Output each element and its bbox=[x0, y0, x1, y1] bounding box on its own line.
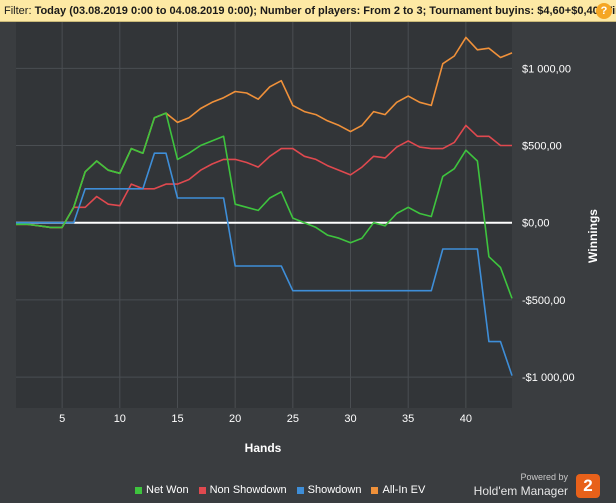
x-tick-label: 35 bbox=[402, 413, 414, 425]
legend-label: Net Won bbox=[146, 484, 189, 496]
legend-item-showdown[interactable]: Showdown bbox=[296, 483, 362, 497]
series-line-non-showdown bbox=[16, 124, 512, 229]
legend-swatch bbox=[296, 486, 304, 494]
filter-text: Today (03.08.2019 0:00 to 04.08.2019 0:0… bbox=[34, 5, 616, 17]
y-tick-label: $0,00 bbox=[522, 218, 550, 230]
brand-name: Hold'em Manager bbox=[473, 484, 568, 498]
x-tick-label: 40 bbox=[460, 413, 472, 425]
y-tick-label: -$500,00 bbox=[522, 295, 565, 307]
holdem-manager-logo-icon: 2 bbox=[576, 474, 600, 498]
branding: Powered by Hold'em Manager 2 bbox=[458, 472, 608, 500]
legend-swatch bbox=[371, 486, 379, 494]
y-tick-label: $1 000,00 bbox=[522, 63, 571, 75]
x-tick-label: 25 bbox=[287, 413, 299, 425]
legend-item-net-won[interactable]: Net Won bbox=[135, 483, 189, 497]
legend-swatch bbox=[135, 486, 142, 494]
filter-label: Filter: bbox=[4, 5, 35, 17]
legend-item-all-in-ev[interactable]: All-In EV bbox=[371, 483, 425, 497]
filter-info-icon[interactable]: ? bbox=[596, 3, 612, 19]
powered-by-text: Powered by bbox=[520, 472, 568, 482]
legend-label: Showdown bbox=[307, 484, 362, 496]
x-tick-label: 15 bbox=[171, 413, 183, 425]
series-line-showdown bbox=[16, 152, 513, 376]
legend-item-non-showdown[interactable]: Non Showdown bbox=[198, 483, 287, 497]
x-tick-label: 10 bbox=[114, 413, 126, 425]
legend-label: Non Showdown bbox=[209, 484, 287, 496]
series-line-net-won bbox=[16, 112, 513, 299]
winnings-chart: 5 10 15 20 25 30 35 40 $1 000,00 $500,00 $0,00 -$5… bbox=[16, 22, 600, 455]
x-tick-label: 20 bbox=[229, 413, 241, 425]
x-axis-title: Hands bbox=[245, 441, 282, 455]
x-tick-label: 30 bbox=[344, 413, 356, 425]
legend: Net Won Non Showdown Showdown All-In EV bbox=[135, 483, 425, 497]
legend-label: All-In EV bbox=[382, 484, 426, 496]
x-tick-labels: 5 10 15 20 25 30 35 40 bbox=[59, 413, 472, 425]
y-axis-title: Winnings bbox=[586, 209, 600, 263]
plot-area bbox=[16, 22, 512, 408]
y-tick-labels: $1 000,00 $500,00 $0,00 -$500,00 -$1 000,00 bbox=[522, 63, 575, 384]
legend-swatch bbox=[198, 486, 206, 494]
filter-bar[interactable]: Filter: Today (03.08.2019 0:00 to 04.08.… bbox=[0, 0, 616, 22]
series-group bbox=[16, 36, 513, 376]
y-tick-label: -$1 000,00 bbox=[522, 372, 575, 384]
y-tick-label: $500,00 bbox=[522, 141, 562, 153]
x-tick-label: 5 bbox=[59, 413, 65, 425]
